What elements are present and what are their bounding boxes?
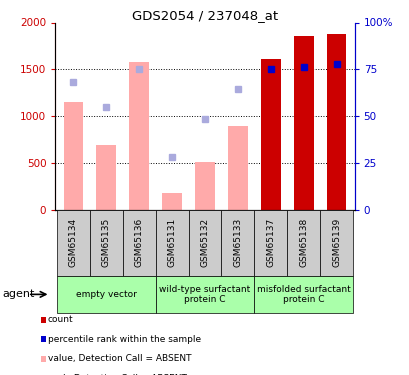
- Bar: [227, 126, 247, 210]
- Bar: [195, 162, 214, 210]
- Bar: [162, 193, 182, 210]
- Text: percentile rank within the sample: percentile rank within the sample: [47, 335, 200, 344]
- Text: GSM65135: GSM65135: [101, 218, 110, 267]
- Text: value, Detection Call = ABSENT: value, Detection Call = ABSENT: [47, 354, 191, 363]
- Text: GSM65134: GSM65134: [69, 218, 78, 267]
- Text: wild-type surfactant
protein C: wild-type surfactant protein C: [159, 285, 250, 304]
- Text: rank, Detection Call = ABSENT: rank, Detection Call = ABSENT: [47, 374, 186, 375]
- Text: GSM65133: GSM65133: [233, 218, 242, 267]
- Text: GSM65132: GSM65132: [200, 218, 209, 267]
- Text: GDS2054 / 237048_at: GDS2054 / 237048_at: [132, 9, 277, 22]
- Text: misfolded surfactant
protein C: misfolded surfactant protein C: [256, 285, 350, 304]
- Bar: [63, 102, 83, 210]
- Text: GSM65139: GSM65139: [331, 218, 340, 267]
- Text: GSM65138: GSM65138: [299, 218, 308, 267]
- Bar: [96, 146, 116, 210]
- Bar: [129, 62, 149, 210]
- Text: empty vector: empty vector: [76, 290, 137, 299]
- Text: count: count: [47, 315, 73, 324]
- Bar: [293, 36, 313, 210]
- Text: agent: agent: [2, 290, 34, 299]
- Text: GSM65137: GSM65137: [265, 218, 274, 267]
- Bar: [326, 34, 346, 210]
- Bar: [260, 59, 280, 210]
- Text: GSM65136: GSM65136: [135, 218, 144, 267]
- Text: GSM65131: GSM65131: [167, 218, 176, 267]
